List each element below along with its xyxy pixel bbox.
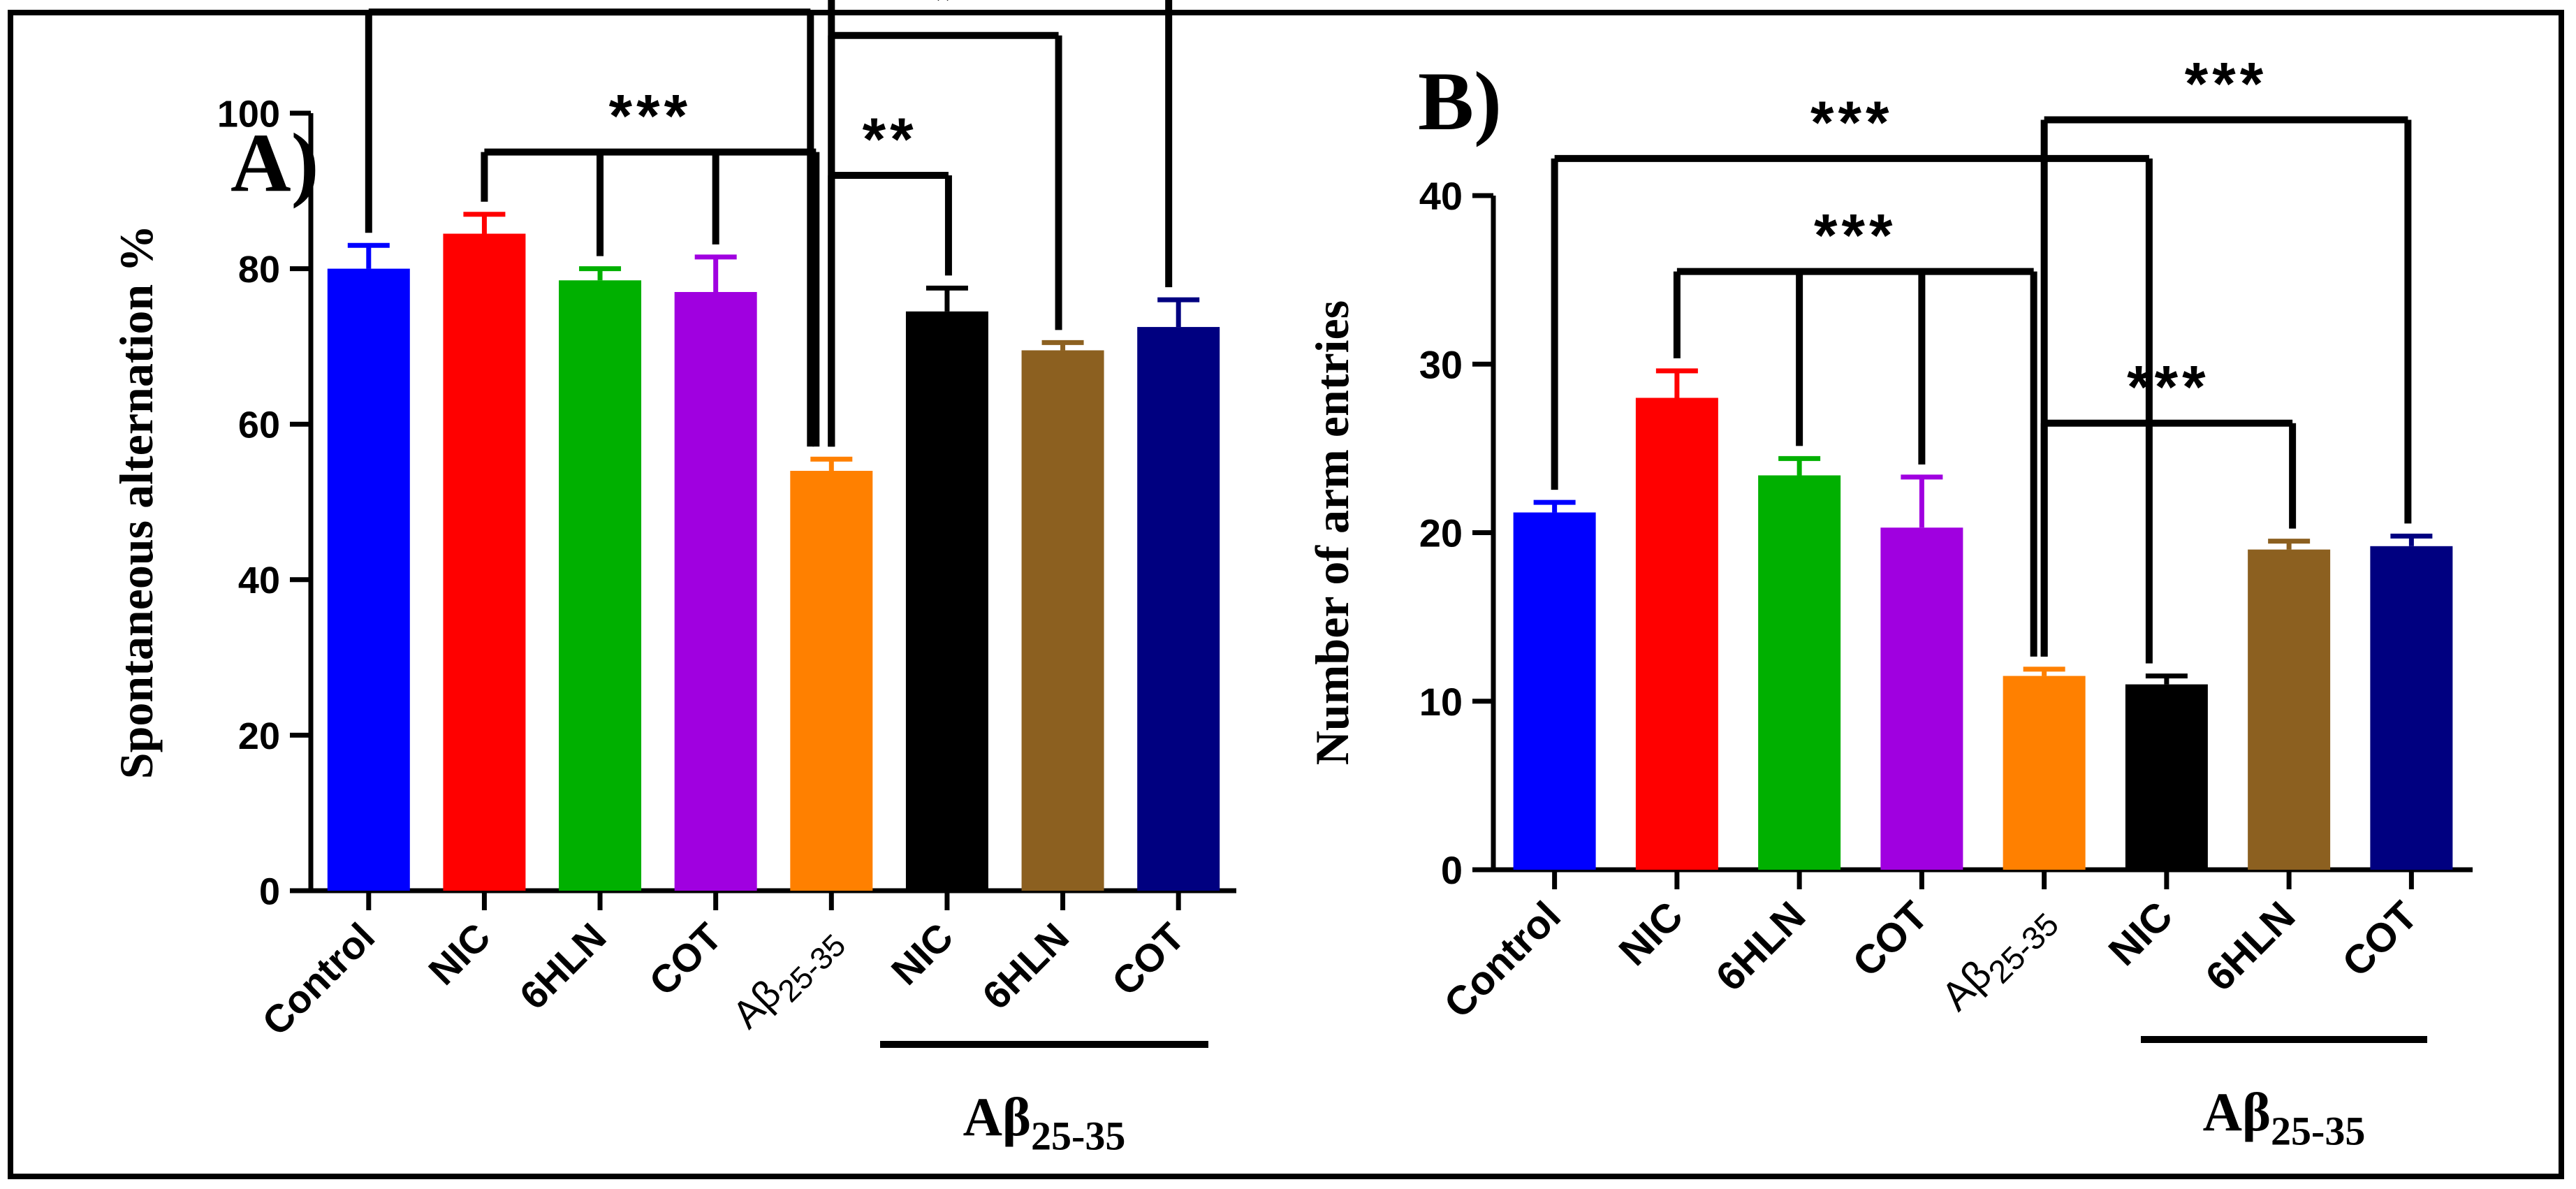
bar-7 [1021,350,1104,891]
significance-bracket: *** [1551,89,2153,664]
panel-a: A) 0 20 40 60 80 100 Spontaneous alternation % C… [110,0,1236,1158]
x-category-label: COT [1104,914,1193,1004]
bar-2 [443,233,526,891]
x-category-label: Control [1435,893,1569,1027]
group-label: Aβ25-35 [963,1086,1126,1158]
y-tick-label: 20 [238,715,280,757]
y-tick-label: 40 [1419,174,1463,218]
y-tick-label: 10 [1419,680,1463,724]
x-category-label: Control [254,914,383,1044]
group-label: Aβ25-35 [2203,1081,2366,1153]
x-category-label: 6HLN [974,914,1077,1018]
bar-1 [327,268,410,891]
y-tick-label: 30 [1419,342,1463,386]
significance-bracket: *** [2040,354,2297,657]
significance-label: *** [1814,203,1896,270]
panel-b: B) 0 10 20 30 40 Number of arm entries Control N… [1305,50,2473,1153]
y-tick-label: 0 [1441,848,1463,892]
bar-7 [2248,549,2331,870]
x-category-label: COT [1844,893,1937,986]
significance-bracket: ** [828,106,952,447]
significance-label: *** [609,83,691,150]
x-category-label: Aβ25-35 [1933,893,2065,1026]
y-tick-label: 60 [238,404,280,446]
bar-6 [905,311,988,891]
significance-label: ** [863,106,918,173]
bar-6 [2125,684,2208,870]
significance-label: ** [562,0,617,10]
panel-label-a: A) [230,116,319,209]
y-tick-label: 100 [217,93,280,135]
x-category-label: NIC [1610,893,1692,975]
y-axis-title: Spontaneous alternation % [110,225,163,779]
x-category-label: 6HLN [1707,893,1814,1000]
figure-border [8,10,2564,1179]
x-category-label: NIC [883,914,962,993]
x-category-label: NIC [2100,893,2181,975]
bar-1 [1513,512,1596,870]
bar-8 [1137,327,1220,891]
x-category-label: Aβ25-35 [724,914,852,1043]
significance-bracket: *** [481,83,820,447]
significance-label: *** [2185,50,2267,117]
bar-8 [2370,546,2453,870]
y-tick-label: 0 [259,870,280,912]
significance-bracket: ** [365,0,814,447]
panel-label-b: B) [1418,54,1502,147]
bar-2 [1635,397,1718,870]
x-category-label: COT [641,914,730,1004]
significance-label: * [931,0,958,34]
y-tick-label: 80 [238,249,280,291]
significance-label: *** [2127,354,2209,421]
bar-4 [1880,527,1963,870]
significance-label: *** [1810,89,1893,156]
significance-bracket: *** [1673,203,2037,657]
bar-3 [559,280,642,891]
x-category-label: 6HLN [511,914,615,1018]
x-category-label: NIC [420,914,499,993]
y-tick-label: 20 [1419,511,1463,555]
x-category-label: COT [2334,893,2427,986]
x-category-label: 6HLN [2197,893,2304,1000]
significance-bracket: * [828,0,1173,447]
bar-3 [1758,475,1841,870]
bar-5 [2003,676,2086,870]
bar-4 [674,291,757,891]
bar-5 [790,470,873,891]
y-axis-title: Number of arm entries [1305,300,1359,765]
significance-bracket: *** [2040,50,2412,657]
y-tick-label: 40 [238,560,280,601]
